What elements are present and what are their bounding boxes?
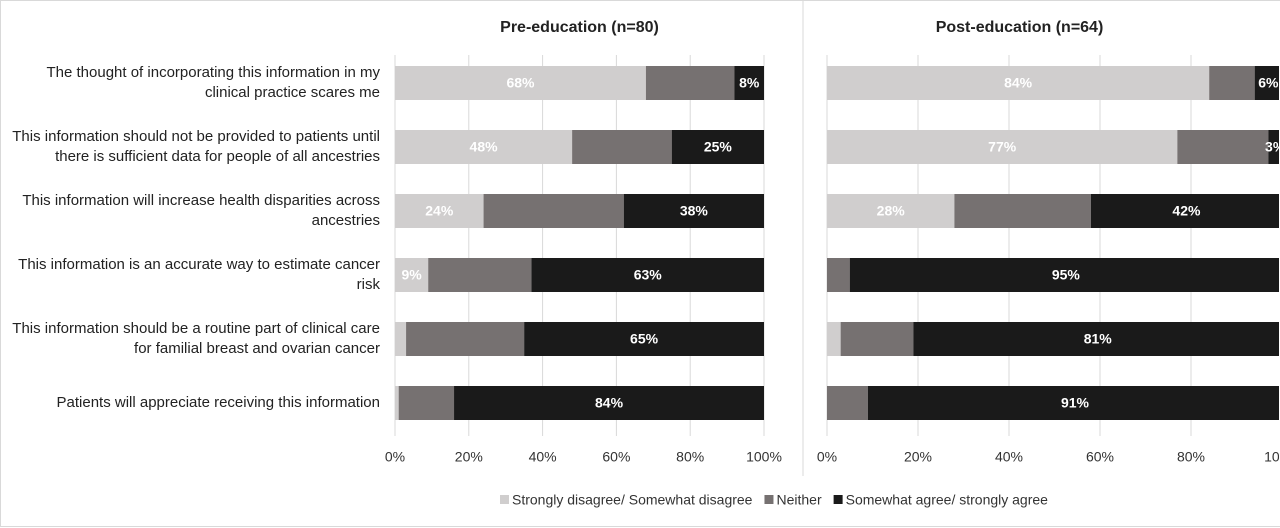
bar-segment — [645, 66, 735, 100]
bar-segment — [531, 258, 764, 292]
x-tick-label: 80% — [676, 449, 704, 465]
x-tick-label: 80% — [1177, 449, 1205, 465]
value-label: 8% — [739, 75, 760, 91]
bar-segment — [849, 258, 1279, 292]
bar-segment — [671, 130, 764, 164]
value-label: 95% — [1052, 267, 1081, 283]
bar-segment — [827, 130, 1178, 164]
x-tick-label: 100% — [1264, 449, 1280, 465]
value-label: 24% — [425, 203, 454, 219]
bar-segment — [1268, 130, 1279, 164]
legend-swatch — [500, 495, 509, 504]
value-label: 25% — [704, 139, 733, 155]
value-label: 77% — [988, 139, 1017, 155]
bar-segment — [827, 322, 841, 356]
category-label: Patients will appreciate receiving this … — [56, 394, 381, 411]
value-label: 6% — [1258, 75, 1279, 91]
category-label: The thought of incorporating this inform… — [46, 64, 380, 101]
bar-segment — [406, 322, 525, 356]
bar-segment — [1177, 130, 1269, 164]
category-label: This information is an accurate way to e… — [18, 256, 380, 293]
bar-segment — [398, 386, 455, 420]
bar-segment — [827, 258, 850, 292]
bar-segment — [428, 258, 532, 292]
category-label: This information should not be provided … — [12, 128, 380, 165]
value-label: 91% — [1061, 395, 1090, 411]
x-tick-label: 40% — [995, 449, 1023, 465]
value-label: 63% — [634, 267, 663, 283]
bar-segment — [913, 322, 1279, 356]
category-label: This information will increase health di… — [22, 192, 380, 229]
legend-label: Strongly disagree/ Somewhat disagree — [512, 492, 753, 508]
value-label: 84% — [595, 395, 624, 411]
value-label: 3% — [1265, 139, 1280, 155]
bar-segment — [867, 386, 1279, 420]
value-label: 38% — [680, 203, 709, 219]
value-label: 48% — [470, 139, 499, 155]
legend: Strongly disagree/ Somewhat disagree Neit… — [500, 492, 1048, 508]
x-tick-label: 60% — [602, 449, 630, 465]
legend-label: Somewhat agree/ strongly agree — [846, 492, 1049, 508]
bar-segment — [827, 386, 868, 420]
bar-segment — [454, 386, 764, 420]
x-tick-label: 60% — [1086, 449, 1114, 465]
value-label: 65% — [630, 331, 659, 347]
value-label: 81% — [1084, 331, 1113, 347]
bar-segment — [483, 194, 624, 228]
bar-segment — [1254, 66, 1279, 100]
bar-segment — [1209, 66, 1255, 100]
bar-segment — [395, 258, 429, 292]
bar-segment — [734, 66, 764, 100]
bar-segment — [827, 66, 1210, 100]
value-label: 68% — [506, 75, 535, 91]
value-label: 84% — [1004, 75, 1033, 91]
bar-segment — [395, 322, 407, 356]
x-tick-label: 20% — [455, 449, 483, 465]
bar-segment — [572, 130, 672, 164]
value-label: 9% — [401, 267, 422, 283]
bar-segment — [1090, 194, 1279, 228]
bar-segment — [395, 130, 573, 164]
legend-swatch — [764, 495, 774, 504]
value-label: 42% — [1172, 203, 1201, 219]
x-tick-label: 0% — [817, 449, 837, 465]
bar-segment — [840, 322, 914, 356]
x-tick-label: 40% — [529, 449, 557, 465]
category-label: This information should be a routine par… — [12, 320, 380, 357]
legend-swatch — [833, 495, 843, 504]
x-tick-label: 100% — [746, 449, 782, 465]
panel-title: Pre-education (n=80) — [500, 19, 659, 36]
bar-segment — [395, 386, 399, 420]
value-label: 28% — [877, 203, 906, 219]
bar-segment — [395, 194, 484, 228]
bar-segment — [623, 194, 764, 228]
legend-label: Neither — [776, 492, 821, 508]
panel-title: Post-education (n=64) — [936, 19, 1104, 36]
x-tick-label: 20% — [904, 449, 932, 465]
bar-segment — [524, 322, 764, 356]
bar-segment — [827, 194, 955, 228]
x-tick-label: 0% — [385, 449, 405, 465]
bar-segment — [395, 66, 646, 100]
bar-segment — [954, 194, 1091, 228]
